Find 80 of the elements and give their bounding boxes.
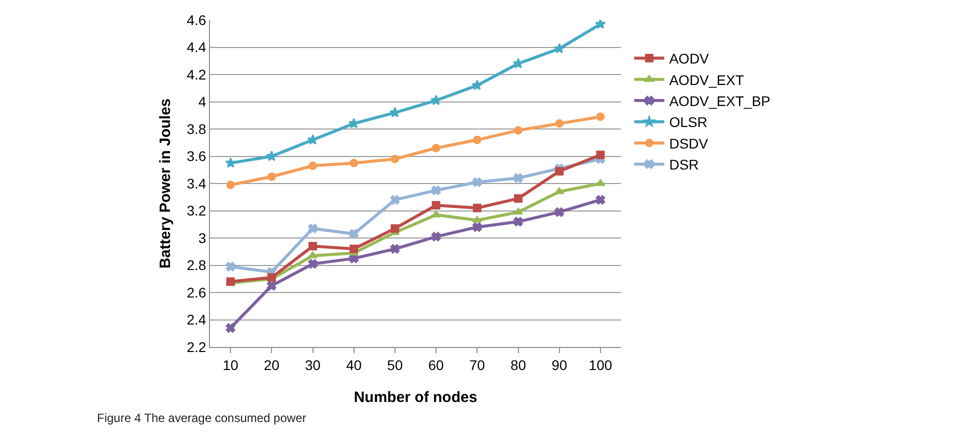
y-tick-label: 4.4	[186, 39, 206, 56]
point	[596, 112, 605, 121]
point	[472, 204, 482, 212]
point	[595, 20, 606, 29]
point	[267, 172, 276, 181]
point	[390, 195, 400, 205]
point	[431, 232, 441, 242]
caption: Figure 4 The average consumed power	[97, 411, 306, 425]
y-tick-label: 4.2	[186, 66, 206, 82]
y-tick-label: 4	[198, 94, 206, 110]
point	[514, 126, 522, 135]
point	[226, 323, 236, 333]
point	[431, 210, 441, 218]
x-tick-label: 30	[304, 356, 321, 373]
point	[514, 173, 523, 183]
point	[350, 244, 358, 254]
point	[472, 216, 482, 223]
point	[596, 179, 606, 186]
legend-label: DSDV	[669, 135, 709, 152]
point	[390, 154, 400, 164]
point	[307, 134, 318, 145]
point	[512, 58, 524, 68]
point	[472, 222, 482, 232]
y-tick-label: 2.8	[186, 257, 206, 274]
point	[266, 280, 276, 290]
x-tick-label: 20	[264, 356, 280, 373]
y-axis-title: Battery Power in Joules	[157, 98, 174, 269]
point	[349, 229, 359, 239]
point	[513, 208, 524, 215]
point	[472, 136, 482, 144]
y-tick-label: 3.8	[186, 120, 206, 137]
point	[308, 242, 317, 250]
point	[555, 119, 564, 128]
point	[226, 180, 235, 190]
point	[554, 42, 565, 54]
legend-label: AODV_EXT_BP	[669, 93, 770, 110]
x-tick-label: 50	[387, 356, 403, 373]
point	[350, 158, 358, 168]
point	[266, 150, 278, 161]
x-axis-title: Number of nodes	[354, 389, 478, 406]
legend-label: AODV	[669, 50, 710, 67]
point	[554, 207, 564, 217]
point	[432, 201, 440, 210]
point	[225, 157, 236, 168]
x-tick-label: 10	[222, 356, 239, 373]
y-tick-label: 4.6	[186, 12, 206, 28]
legend-label: OLSR	[669, 114, 708, 130]
y-tick-label: 2.6	[186, 284, 206, 300]
y-tick-label: 3.4	[186, 175, 206, 192]
legend-label: DSR	[669, 156, 699, 173]
x-tick-label: 80	[510, 356, 526, 373]
point	[431, 186, 441, 196]
y-tick-label: 3	[198, 230, 206, 246]
point	[472, 80, 483, 90]
y-tick-label: 2.2	[186, 338, 206, 355]
point	[555, 166, 564, 176]
point	[308, 259, 318, 269]
point	[308, 224, 318, 234]
point	[390, 244, 400, 254]
x-tick-label: 60	[428, 356, 444, 373]
point	[308, 162, 317, 170]
point	[432, 144, 440, 152]
point	[308, 251, 318, 258]
point	[390, 224, 400, 233]
x-tick-label: 90	[552, 356, 568, 373]
legend-label: AODV_EXT	[669, 72, 744, 88]
point	[472, 177, 482, 187]
point	[514, 216, 523, 226]
y-tick-label: 2.4	[186, 312, 206, 328]
point	[596, 150, 605, 160]
x-tick-label: 100	[588, 356, 612, 373]
x-tick-label: 40	[346, 356, 362, 373]
point	[226, 262, 236, 272]
point	[596, 195, 606, 205]
point	[430, 94, 442, 106]
point	[554, 187, 564, 194]
x-tick-label: 70	[469, 356, 486, 373]
point	[514, 194, 522, 203]
y-tick-label: 3.2	[186, 202, 206, 219]
y-tick-label: 3.6	[186, 148, 206, 164]
